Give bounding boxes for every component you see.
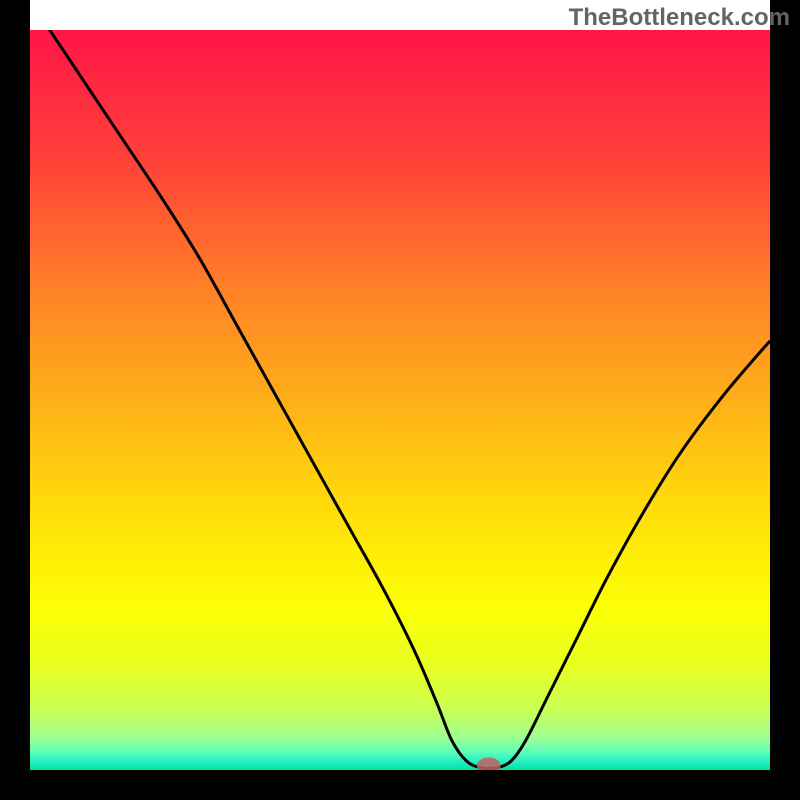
chart-svg (0, 0, 800, 800)
frame-bottom (0, 770, 800, 800)
plot-background (30, 30, 770, 770)
frame-right (770, 0, 800, 800)
watermark-text: TheBottleneck.com (569, 4, 790, 32)
frame-left (0, 0, 30, 800)
bottleneck-chart: TheBottleneck.com (0, 0, 800, 800)
